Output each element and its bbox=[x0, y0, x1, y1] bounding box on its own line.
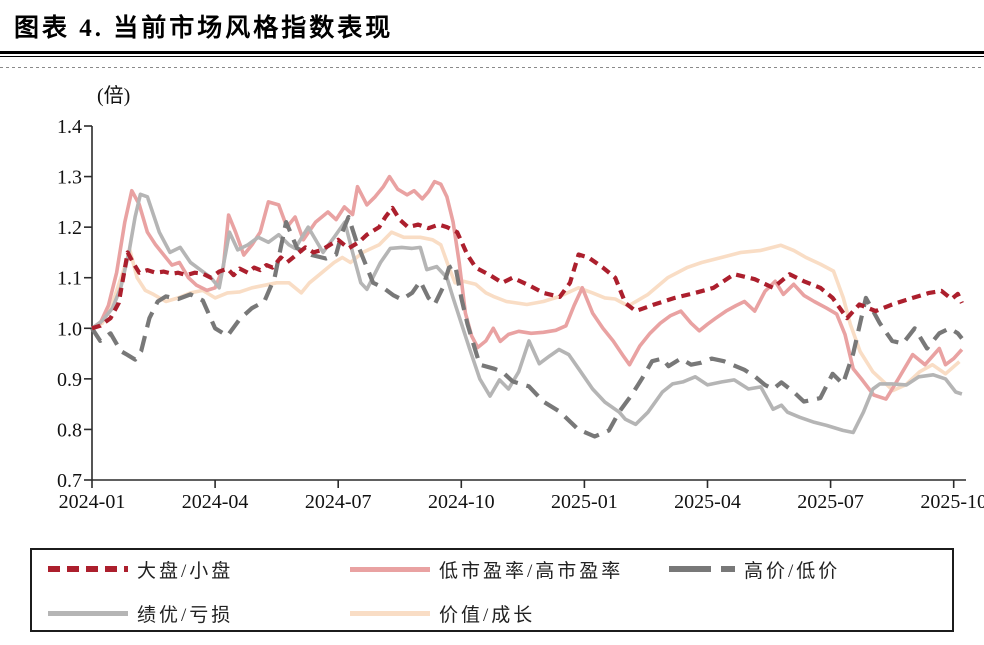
y-tick-label: 1.2 bbox=[57, 217, 82, 239]
legend-item-large-vs-small: 大盘/小盘 bbox=[48, 556, 233, 582]
y-tick-label: 1.4 bbox=[57, 116, 82, 138]
figure-title: 图表 4. 当前市场风格指数表现 bbox=[14, 15, 394, 42]
legend-label: 低市盈率/高市盈率 bbox=[439, 560, 624, 582]
legend-label: 大盘/小盘 bbox=[137, 560, 234, 582]
y-tick-label: 1.3 bbox=[57, 167, 82, 189]
x-tick-label: 2025-07 bbox=[797, 491, 864, 513]
legend-swatch-peach bbox=[350, 610, 430, 616]
title-rule-thin bbox=[0, 56, 984, 57]
legend-item-lowpe-vs-highpe: 低市盈率/高市盈率 bbox=[350, 556, 623, 582]
legend-label: 高价/低价 bbox=[744, 560, 841, 582]
title-rule-dotted bbox=[0, 67, 984, 68]
legend-swatch-lightgray bbox=[48, 610, 128, 616]
x-tick-label: 2025-01 bbox=[551, 491, 618, 513]
legend-swatch-pink bbox=[350, 566, 430, 572]
series-line-1 bbox=[91, 174, 964, 401]
x-tick-label: 2024-07 bbox=[305, 491, 372, 513]
y-tick-label: 1.1 bbox=[57, 268, 82, 290]
x-tick-label: 2025-04 bbox=[674, 491, 741, 513]
legend-item-highprice-vs-lowprice: 高价/低价 bbox=[669, 556, 840, 582]
series-line-2 bbox=[90, 214, 964, 439]
x-tick-label: 2024-01 bbox=[59, 491, 126, 513]
title-rule-thick bbox=[0, 51, 984, 54]
legend-item-value-vs-growth: 价值/成长 bbox=[350, 600, 535, 626]
series-line-0 bbox=[91, 205, 964, 331]
y-tick-label: 0.8 bbox=[57, 419, 82, 441]
y-axis-unit-label: (倍) bbox=[97, 84, 130, 107]
legend-swatch-gray-dash bbox=[669, 566, 735, 572]
series-line-3 bbox=[90, 192, 963, 435]
x-tick-label: 2024-10 bbox=[428, 491, 495, 513]
legend-label: 价值/成长 bbox=[439, 604, 536, 626]
y-tick-label: 1.0 bbox=[57, 318, 82, 340]
y-tick-label: 0.7 bbox=[57, 470, 82, 492]
legend-swatch-dashed-red bbox=[48, 566, 128, 572]
x-tick-label: 2025-10 bbox=[920, 491, 984, 513]
legend-item-bluechip-vs-loss: 绩优/亏损 bbox=[48, 600, 233, 626]
x-tick-label: 2024-04 bbox=[182, 491, 249, 513]
legend-label: 绩优/亏损 bbox=[137, 604, 234, 626]
y-tick-label: 0.9 bbox=[57, 369, 82, 391]
chart-legend: 大盘/小盘 低市盈率/高市盈率 高价/低价 绩优/亏损 价值/成长 bbox=[30, 548, 954, 632]
